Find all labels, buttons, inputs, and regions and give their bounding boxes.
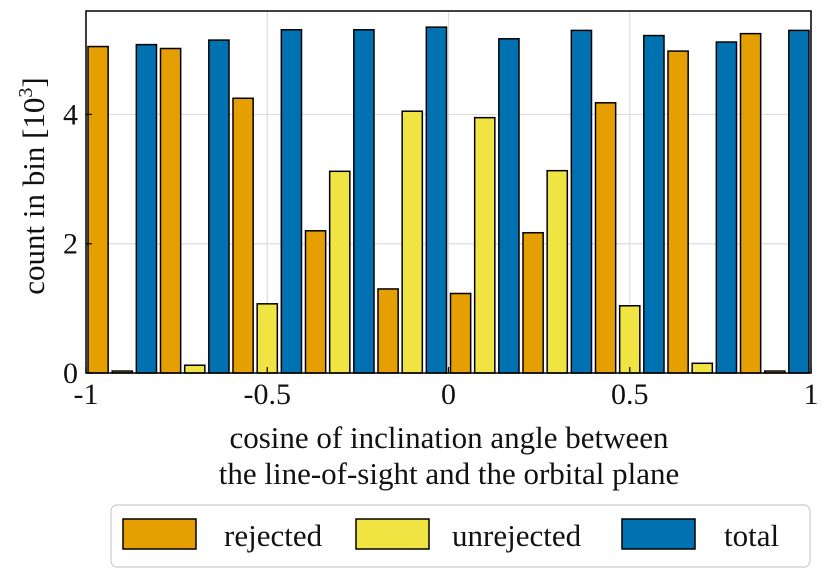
bar-rejected bbox=[377, 288, 399, 374]
legend-swatch-rejected bbox=[122, 518, 197, 550]
y-axis-label-close: ] bbox=[16, 77, 51, 87]
legend-label-unrejected: unrejected bbox=[452, 518, 582, 553]
bar-total bbox=[498, 38, 520, 374]
bar-total bbox=[353, 28, 375, 374]
y-tick-label: 4 bbox=[63, 98, 78, 131]
bar-unrejected bbox=[546, 169, 569, 374]
bar-total bbox=[570, 29, 593, 374]
bar-rejected bbox=[304, 230, 327, 374]
x-axis-label-line1: cosine of inclination angle between bbox=[229, 420, 669, 455]
bar-total bbox=[425, 26, 448, 374]
bar-unrejected bbox=[328, 170, 351, 374]
bar-unrejected bbox=[401, 110, 424, 374]
bar-rejected bbox=[87, 45, 109, 374]
y-axis-label-exponent: 3 bbox=[15, 88, 37, 98]
x-tick-label: -0.5 bbox=[244, 378, 292, 411]
x-axis-label-line2: the line-of-sight and the orbital plane bbox=[219, 456, 680, 491]
x-tick-label: -1 bbox=[74, 378, 99, 411]
bar-rejected bbox=[522, 231, 544, 374]
y-tick-label: 2 bbox=[63, 228, 78, 261]
bar-rejected bbox=[667, 50, 689, 374]
legend-swatch-unrejected bbox=[355, 518, 430, 550]
grid-lines bbox=[85, 11, 812, 374]
bar-unrejected bbox=[256, 303, 279, 374]
bar-unrejected bbox=[183, 364, 206, 374]
y-axis-label-main: count in bin [10 bbox=[16, 98, 51, 295]
x-tick-label: 0.5 bbox=[611, 378, 649, 411]
bar-rejected bbox=[232, 97, 254, 374]
bar-rejected bbox=[739, 32, 762, 374]
bar-total bbox=[208, 39, 230, 374]
bar-rejected bbox=[449, 292, 472, 374]
bar-rejected bbox=[594, 102, 617, 374]
bar-unrejected bbox=[618, 305, 641, 374]
bar-total bbox=[280, 28, 303, 374]
legend-label-rejected: rejected bbox=[224, 518, 323, 553]
y-tick-label: 0 bbox=[63, 357, 78, 390]
bar-total bbox=[135, 43, 158, 374]
ticks: -1 -0.5 0 0.5 1 0 2 4 bbox=[63, 98, 819, 411]
bar-total bbox=[715, 41, 738, 374]
bar-unrejected bbox=[691, 362, 714, 374]
legend: rejected unrejected total bbox=[110, 504, 811, 568]
y-axis-label: count in bin [103] bbox=[15, 77, 51, 295]
bar-unrejected bbox=[473, 116, 496, 374]
x-tick-label: 1 bbox=[804, 378, 819, 411]
x-tick-label: 0 bbox=[441, 378, 456, 411]
bar-rejected bbox=[159, 47, 182, 374]
bar-total bbox=[643, 34, 665, 374]
legend-swatch-total bbox=[621, 518, 696, 550]
legend-label-total: total bbox=[724, 518, 779, 553]
bar-total bbox=[788, 29, 810, 374]
